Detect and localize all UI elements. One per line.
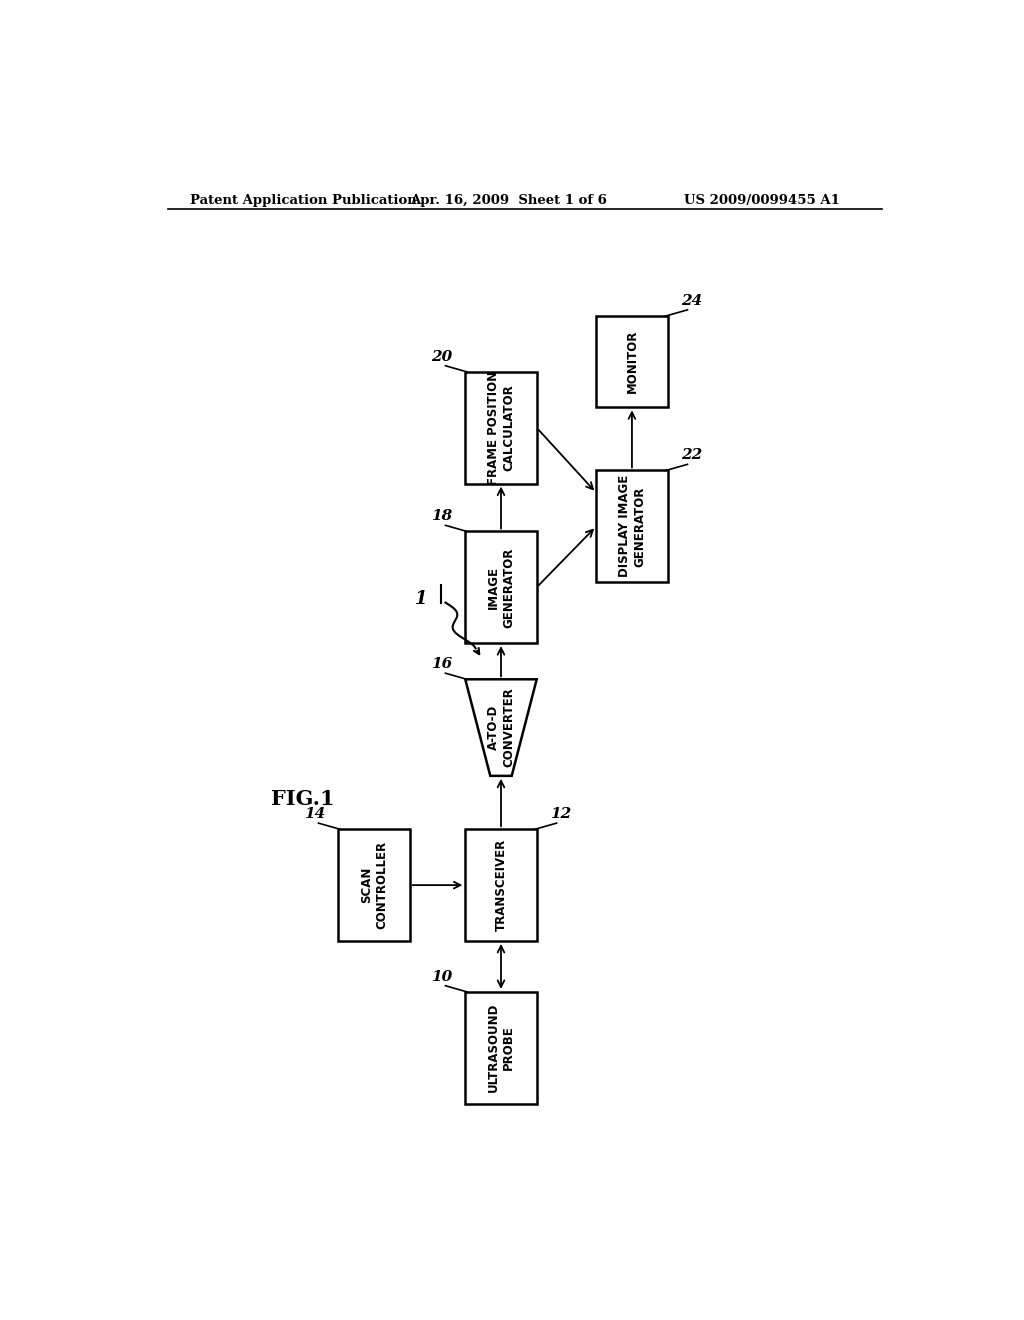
Text: 24: 24	[681, 294, 702, 308]
Text: 10: 10	[431, 970, 453, 983]
Text: US 2009/0099455 A1: US 2009/0099455 A1	[684, 194, 840, 207]
Bar	[596, 315, 668, 408]
Text: SCAN
CONTROLLER: SCAN CONTROLLER	[360, 841, 388, 929]
Text: 12: 12	[550, 807, 571, 821]
Text: 1: 1	[415, 590, 427, 607]
Text: DISPLAY IMAGE
GENERATOR: DISPLAY IMAGE GENERATOR	[617, 475, 646, 577]
Text: FRAME POSITION
CALCULATOR: FRAME POSITION CALCULATOR	[487, 371, 515, 484]
Text: 16: 16	[431, 657, 453, 671]
Text: MONITOR: MONITOR	[626, 330, 638, 393]
Text: TRANSCEIVER: TRANSCEIVER	[495, 840, 508, 931]
Bar	[465, 991, 537, 1104]
Text: 14: 14	[304, 807, 326, 821]
Text: 18: 18	[431, 510, 453, 523]
Bar	[465, 532, 537, 643]
Bar	[465, 372, 537, 483]
Text: Patent Application Publication: Patent Application Publication	[189, 194, 417, 207]
Text: ULTRASOUND
PROBE: ULTRASOUND PROBE	[487, 1003, 515, 1093]
Bar	[465, 829, 537, 941]
Text: 22: 22	[681, 449, 702, 462]
Text: IMAGE
GENERATOR: IMAGE GENERATOR	[487, 546, 515, 627]
Text: A-TO-D
CONVERTER: A-TO-D CONVERTER	[487, 688, 515, 767]
Bar	[338, 829, 410, 941]
Text: FIG.1: FIG.1	[270, 789, 335, 809]
Text: 20: 20	[431, 350, 453, 364]
Bar	[596, 470, 668, 582]
Text: Apr. 16, 2009  Sheet 1 of 6: Apr. 16, 2009 Sheet 1 of 6	[410, 194, 606, 207]
